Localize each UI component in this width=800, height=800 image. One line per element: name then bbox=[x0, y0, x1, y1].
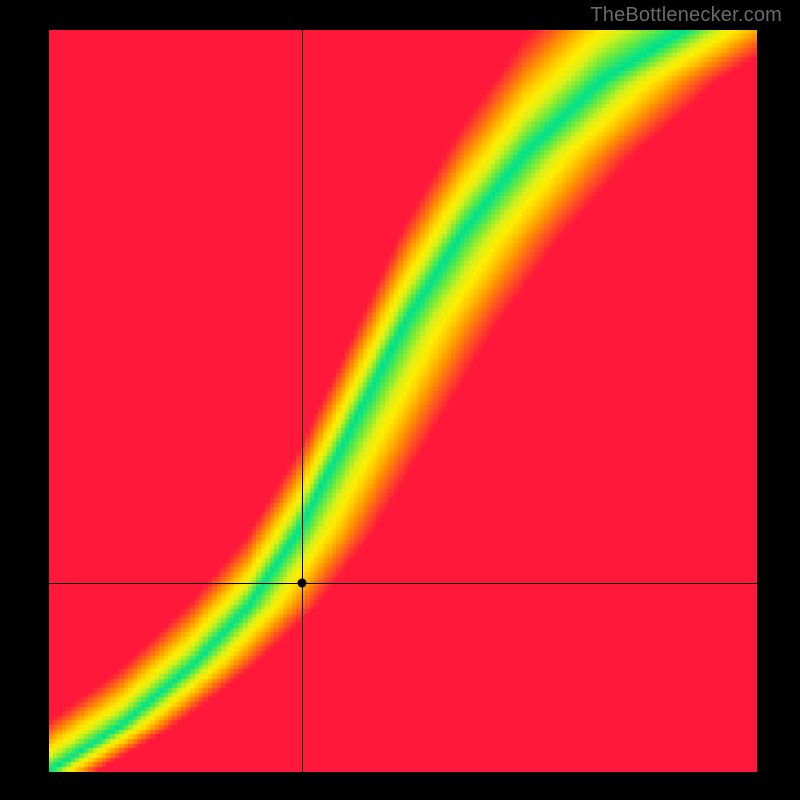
crosshair-vertical-line bbox=[302, 30, 303, 772]
bottleneck-heatmap bbox=[49, 30, 757, 772]
watermark-text: TheBottlenecker.com bbox=[590, 4, 782, 27]
heatmap-plot-area bbox=[49, 30, 757, 772]
crosshair-horizontal-line bbox=[49, 583, 757, 584]
selection-marker-dot bbox=[297, 578, 306, 587]
